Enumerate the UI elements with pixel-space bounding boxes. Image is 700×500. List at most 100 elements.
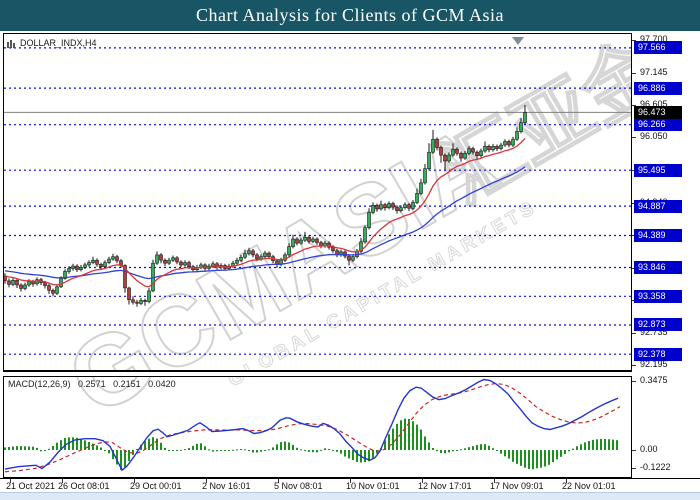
- macd-histogram-bar: [140, 444, 142, 450]
- macd-histogram-bar: [340, 450, 342, 454]
- macd-histogram-bar: [500, 450, 502, 454]
- macd-histogram-bar: [268, 449, 270, 451]
- macd-histogram-bar: [280, 442, 282, 450]
- symbol-label: DOLLAR_INDX,H4: [7, 38, 97, 48]
- macd-histogram-bar: [52, 446, 54, 450]
- candle-body: [171, 257, 175, 261]
- candle-body: [523, 112, 527, 123]
- symbol-label-text: DOLLAR_INDX,H4: [20, 38, 97, 48]
- macd-histogram-bar: [540, 450, 542, 468]
- macd-histogram-bar: [276, 444, 278, 450]
- macd-histogram-bar: [152, 437, 154, 450]
- macd-histogram-bar: [272, 447, 274, 450]
- macd-histogram-bar: [260, 450, 262, 452]
- down-arrow-marker[interactable]: [512, 37, 524, 45]
- macd-histogram-bar: [296, 447, 298, 450]
- level-price-badge: 94.389: [634, 229, 682, 242]
- macd-histogram-bar: [304, 450, 306, 451]
- macd-histogram-bar: [612, 439, 614, 450]
- macd-histogram-bar: [524, 450, 526, 468]
- macd-axis-tick: [632, 468, 636, 469]
- macd-histogram-bar: [228, 450, 230, 451]
- time-tick-label: 17 Nov 09:01: [490, 481, 544, 491]
- time-axis-tick: [206, 479, 207, 483]
- macd-histogram-bar: [484, 444, 486, 450]
- macd-histogram-bar: [184, 449, 186, 451]
- macd-histogram-bar: [616, 440, 618, 450]
- candle-body: [87, 262, 91, 266]
- candle-body: [383, 204, 387, 208]
- time-axis[interactable]: 21 Oct 2021 26 Oct 08:01 29 Oct 00:01 2 Nov…: [0, 478, 700, 493]
- macd-histogram-bar: [404, 418, 406, 450]
- macd-histogram-bar: [180, 449, 182, 451]
- candle-body: [23, 284, 27, 289]
- candle-body: [415, 193, 419, 203]
- candle-body: [387, 203, 391, 208]
- macd-histogram-bar: [240, 449, 242, 450]
- macd-histogram-bar: [192, 445, 194, 450]
- pane-separator[interactable]: [3, 371, 632, 377]
- macd-histogram-bar: [332, 450, 334, 451]
- macd-histogram-bar: [16, 446, 18, 450]
- macd-histogram-bar: [148, 438, 150, 450]
- macd-histogram-bar: [256, 450, 258, 453]
- macd-histogram-bar: [92, 443, 94, 450]
- macd-histogram-bar: [344, 450, 346, 457]
- candle-body: [7, 280, 11, 285]
- macd-histogram-bar: [528, 450, 530, 469]
- candle-body: [439, 147, 443, 156]
- candle-body: [55, 286, 59, 294]
- macd-histogram-bar: [60, 440, 62, 450]
- price-axis[interactable]: 0.3475 0.00 -0.1222 97.700 97.145 96.605 96…: [632, 33, 700, 492]
- candle-body: [263, 252, 267, 257]
- macd-scale-min: -0.1222: [640, 462, 671, 472]
- macd-histogram-bar: [80, 439, 82, 450]
- macd-histogram-bar: [576, 446, 578, 450]
- macd-pane[interactable]: [0, 375, 632, 478]
- price-pane[interactable]: [0, 33, 632, 371]
- price-axis-tick: [632, 333, 636, 334]
- price-tick-label: 92.735: [640, 327, 668, 337]
- candle-body: [443, 154, 447, 162]
- macd-histogram-bar: [56, 442, 58, 450]
- macd-histogram-bar: [252, 450, 254, 453]
- price-pane-border: [3, 33, 632, 371]
- macd-histogram-bar: [48, 448, 50, 450]
- candle-body: [95, 259, 99, 265]
- level-price-badge: 92.378: [634, 348, 682, 361]
- time-tick-label: 10 Nov 01:01: [346, 481, 400, 491]
- macd-main-line: [4, 378, 619, 472]
- time-tick-label: 22 Nov 01:01: [562, 481, 616, 491]
- macd-histogram-bar: [600, 438, 602, 450]
- macd-histogram-bar: [460, 449, 462, 451]
- macd-histogram-bar: [572, 448, 574, 450]
- macd-histogram-bar: [416, 424, 418, 450]
- macd-histogram-bar: [112, 450, 114, 460]
- macd-histogram-bar: [464, 448, 466, 450]
- candle-body: [63, 271, 67, 279]
- macd-histogram-bar: [216, 450, 218, 452]
- candle-body: [487, 146, 491, 151]
- macd-histogram-bar: [160, 442, 162, 450]
- macd-histogram-bar: [196, 443, 198, 450]
- candle-body: [363, 227, 367, 243]
- candle-body: [391, 203, 395, 208]
- price-axis-tick: [632, 137, 636, 138]
- time-tick-label: 5 Nov 08:01: [274, 481, 323, 491]
- candle-body: [451, 148, 455, 156]
- macd-histogram-bar: [28, 446, 30, 450]
- macd-histogram-bar: [520, 450, 522, 466]
- candle-body: [315, 238, 319, 243]
- candle-body: [83, 264, 87, 268]
- macd-histogram-bar: [172, 450, 174, 451]
- watermark-layer: GCMASIA 汇亚金融 GLOBAL CAPITAL MARKETS: [49, 33, 632, 438]
- macd-histogram-bar: [420, 429, 422, 450]
- macd-histogram-bar: [40, 450, 42, 452]
- macd-main-value: 0.2571: [78, 379, 106, 389]
- price-axis-tick: [632, 105, 636, 106]
- candle-body: [359, 241, 363, 252]
- macd-histogram-bar: [584, 442, 586, 450]
- candle-body: [475, 151, 479, 156]
- macd-histogram-bar: [164, 447, 166, 450]
- candle-body: [135, 301, 139, 304]
